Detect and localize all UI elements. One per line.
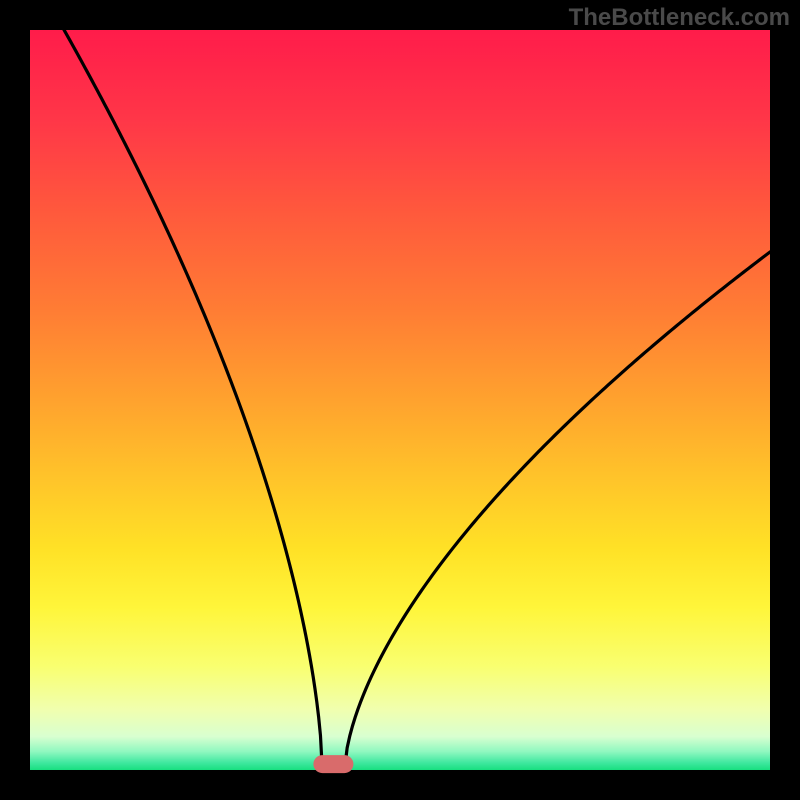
chart-container: TheBottleneck.com [0, 0, 800, 800]
optimum-marker [313, 755, 353, 773]
chart-svg [0, 0, 800, 800]
plot-area [30, 30, 770, 770]
watermark-text: TheBottleneck.com [569, 4, 790, 32]
